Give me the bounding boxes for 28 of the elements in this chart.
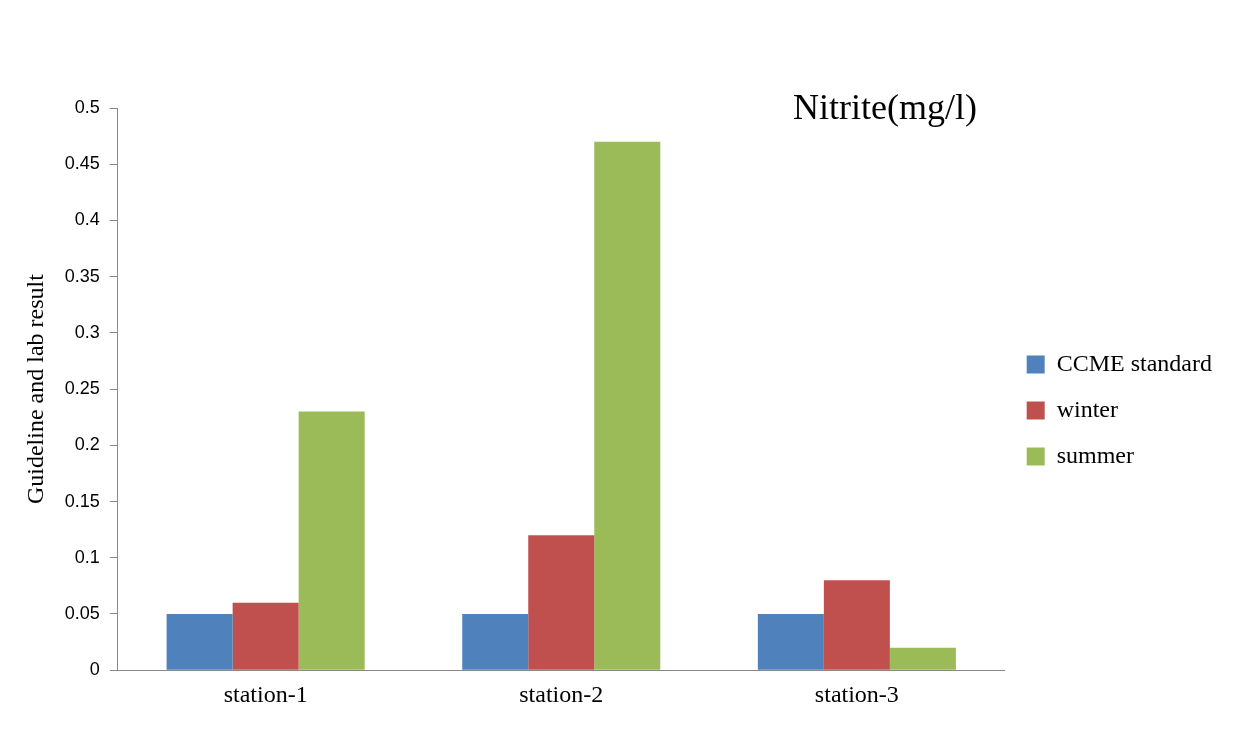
y-tick-label: 0.05: [64, 602, 100, 623]
y-tick-label: 0.35: [64, 265, 100, 286]
x-tick-label: station-3: [814, 680, 899, 707]
y-tick-label: 0.2: [74, 434, 100, 455]
legend-label: summer: [1056, 441, 1135, 468]
bar: [889, 647, 956, 670]
y-tick-label: 0.4: [74, 209, 100, 230]
bar: [528, 535, 595, 670]
bar: [232, 602, 299, 670]
bar: [166, 613, 233, 670]
bar: [823, 580, 890, 670]
x-tick-label: station-2: [519, 680, 604, 707]
bar: [757, 613, 824, 670]
y-tick-label: 0.5: [74, 96, 100, 117]
legend-label: CCME standard: [1056, 349, 1213, 376]
bar: [594, 141, 661, 670]
x-tick-label: station-1: [223, 680, 308, 707]
chart-title: Nitrite(mg/l): [793, 86, 977, 128]
y-tick-label: 0.1: [74, 546, 100, 567]
bar: [298, 411, 365, 670]
y-axis-title: Guideline and lab result: [21, 273, 48, 505]
legend-label: winter: [1056, 395, 1118, 422]
bar: [462, 613, 529, 670]
y-tick-label: 0.15: [64, 490, 100, 511]
y-tick-label: 0.45: [64, 153, 100, 174]
y-tick-label: 0.3: [74, 321, 100, 342]
y-tick-label: 0.25: [64, 378, 100, 399]
y-tick-label: 0: [89, 659, 100, 680]
